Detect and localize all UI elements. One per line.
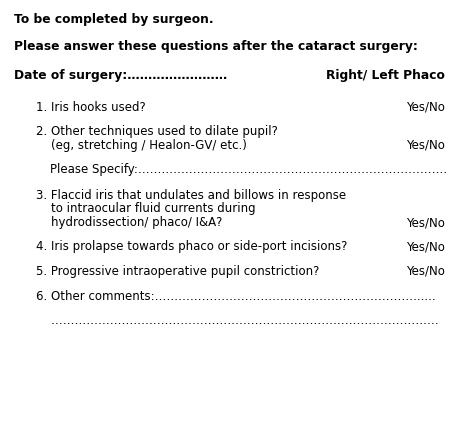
Text: 4. Iris prolapse towards phaco or side-port incisions?: 4. Iris prolapse towards phaco or side-p… — [36, 240, 347, 253]
Text: Please Specify:…………………………………………………………………….: Please Specify:…………………………………………………………………… — [50, 163, 446, 176]
Text: Right/ Left Phaco: Right/ Left Phaco — [326, 69, 444, 82]
Text: to intraocular fluid currents during: to intraocular fluid currents during — [36, 202, 255, 215]
Text: 2. Other techniques used to dilate pupil?: 2. Other techniques used to dilate pupil… — [36, 125, 277, 138]
Text: Yes/No: Yes/No — [405, 216, 444, 229]
Text: Please answer these questions after the cataract surgery:: Please answer these questions after the … — [14, 40, 417, 53]
Text: ………………………………………………………………………………………: ……………………………………………………………………………………… — [36, 314, 438, 327]
Text: To be completed by surgeon.: To be completed by surgeon. — [14, 13, 213, 26]
Text: Date of surgery:……………………: Date of surgery:…………………… — [14, 69, 226, 82]
Text: Yes/No: Yes/No — [405, 101, 444, 114]
Text: (eg, stretching / Healon-GV/ etc.): (eg, stretching / Healon-GV/ etc.) — [36, 139, 247, 152]
Text: Yes/No: Yes/No — [405, 240, 444, 253]
Text: Yes/No: Yes/No — [405, 139, 444, 152]
Text: 3. Flaccid iris that undulates and billows in response: 3. Flaccid iris that undulates and billo… — [36, 189, 345, 202]
Text: Yes/No: Yes/No — [405, 265, 444, 278]
Text: hydrodissection/ phaco/ I&A?: hydrodissection/ phaco/ I&A? — [36, 216, 222, 229]
Text: 6. Other comments:…………………………………………………………......: 6. Other comments:…………………………………………………………… — [36, 290, 435, 303]
Text: 1. Iris hooks used?: 1. Iris hooks used? — [36, 101, 146, 114]
Text: 5. Progressive intraoperative pupil constriction?: 5. Progressive intraoperative pupil cons… — [36, 265, 319, 278]
